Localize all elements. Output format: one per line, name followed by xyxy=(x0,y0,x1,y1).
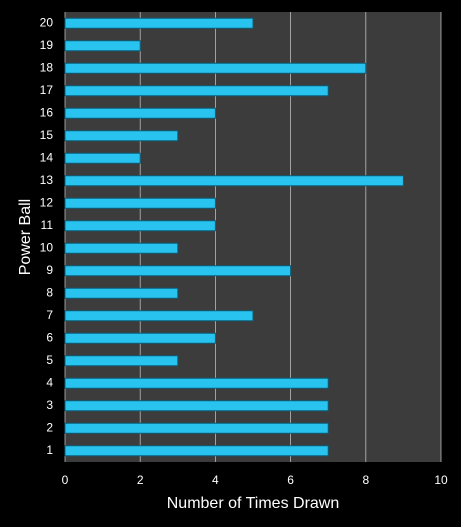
bar xyxy=(64,287,179,299)
y-axis-title: Power Ball xyxy=(17,199,34,275)
x-tick-label: 0 xyxy=(62,473,69,487)
y-tick-label: 15 xyxy=(40,128,54,142)
bar xyxy=(64,107,216,119)
y-tick-label: 18 xyxy=(40,60,54,74)
y-tick-label: 16 xyxy=(40,105,54,119)
x-tick-label: 4 xyxy=(212,473,219,487)
bar xyxy=(64,220,216,232)
bar xyxy=(64,40,141,52)
bar xyxy=(64,197,216,209)
bar xyxy=(64,152,141,164)
y-tick-label: 8 xyxy=(46,285,53,299)
y-tick-label: 4 xyxy=(46,375,53,389)
bar xyxy=(64,85,329,97)
y-tick-label: 3 xyxy=(46,398,53,412)
y-tick-label: 1 xyxy=(46,443,53,457)
bar xyxy=(64,445,329,457)
bar xyxy=(64,332,216,344)
y-tick-label: 9 xyxy=(46,263,53,277)
x-tick-label: 10 xyxy=(434,473,448,487)
plot-area xyxy=(65,12,441,462)
bar xyxy=(64,400,329,412)
y-tick-label: 6 xyxy=(46,330,53,344)
y-tick-label: 7 xyxy=(46,308,53,322)
y-tick-label: 17 xyxy=(40,83,54,97)
bar xyxy=(64,355,179,367)
bar xyxy=(64,242,179,254)
bar xyxy=(64,265,292,277)
x-axis-title: Number of Times Drawn xyxy=(167,495,340,512)
x-tick-label: 2 xyxy=(137,473,144,487)
bar xyxy=(64,422,329,434)
bar xyxy=(64,377,329,389)
y-tick-label: 5 xyxy=(46,353,53,367)
y-tick-label: 12 xyxy=(40,195,54,209)
bar xyxy=(64,310,254,322)
bar xyxy=(64,130,179,142)
y-tick-label: 20 xyxy=(40,15,54,29)
bar xyxy=(64,175,404,187)
x-tick-label: 6 xyxy=(287,473,294,487)
bar xyxy=(64,62,367,74)
bar xyxy=(64,17,254,29)
y-tick-label: 2 xyxy=(46,420,53,434)
y-tick-label: 10 xyxy=(40,240,54,254)
y-tick-label: 19 xyxy=(40,38,54,52)
x-tick-label: 8 xyxy=(362,473,369,487)
y-tick-label: 14 xyxy=(40,150,54,164)
y-tick-label: 13 xyxy=(40,173,54,187)
y-tick-label: 11 xyxy=(41,218,54,232)
